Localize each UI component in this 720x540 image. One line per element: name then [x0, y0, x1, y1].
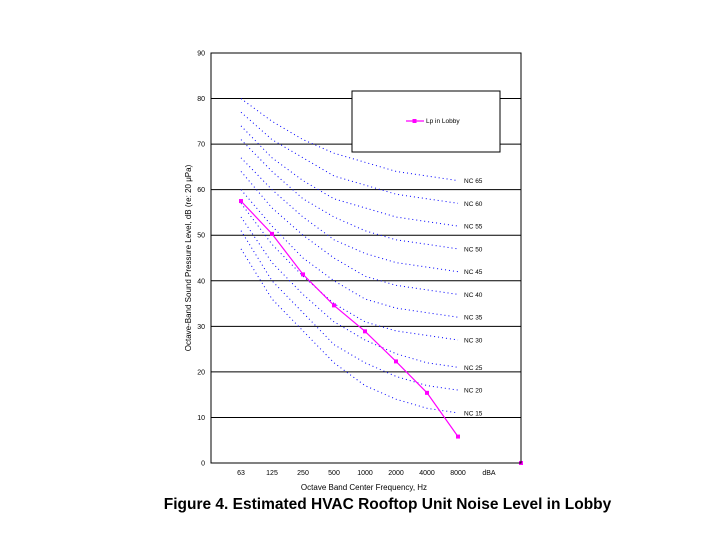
nc-curve: [240, 216, 459, 368]
legend-swatch-marker: [412, 119, 417, 123]
data-point: [425, 390, 429, 395]
nc-curve-label: NC 65: [464, 178, 483, 185]
data-point: [332, 303, 336, 308]
data-point: [239, 199, 243, 204]
nc-curve-label: NC 25: [464, 365, 483, 372]
legend: Lp in Lobby: [351, 90, 501, 153]
data-point: [456, 434, 460, 439]
y-tick-label: 50: [197, 233, 205, 240]
nc-curve: [240, 202, 459, 341]
nc-curve-label: NC 60: [464, 201, 483, 208]
x-tick-label: 2000: [388, 470, 404, 477]
figure-caption: Figure 4. Estimated HVAC Rooftop Unit No…: [163, 496, 612, 513]
nc-curves: NC 65 NC 60 NC 55 NC 50 NC 45 NC 40 NC 35 NC 30…: [240, 98, 483, 417]
y-tick-label: 30: [197, 324, 205, 331]
nc-chart: NC 65 NC 60 NC 55 NC 50 NC 45 NC 40 NC 35 NC 30…: [184, 51, 523, 492]
nc-curve: [240, 111, 459, 204]
data-point: [270, 231, 274, 236]
nc-curve-label: NC 50: [464, 246, 483, 253]
nc-curve-label: NC 55: [464, 224, 483, 231]
data-point: [394, 359, 398, 364]
y-tick-label: 90: [197, 51, 205, 58]
y-tick-label: 70: [197, 142, 205, 149]
data-point: [363, 329, 367, 334]
nc-curve-label: NC 40: [464, 292, 483, 299]
nc-curve-label: NC 15: [464, 410, 483, 417]
nc-curve: [240, 98, 459, 182]
legend-box: [351, 90, 501, 153]
x-tick-label: 125: [266, 470, 278, 477]
nc-curve-label: NC 35: [464, 315, 483, 322]
nc-curve-label: NC 30: [464, 338, 483, 345]
nc-curve: [240, 157, 459, 273]
y-tick-label: 10: [197, 415, 205, 422]
y-tick-label: 20: [197, 369, 205, 376]
x-tick-label: dBA: [482, 470, 496, 477]
nc-curve-label: NC 20: [464, 388, 483, 395]
plot-frame: [210, 52, 522, 464]
x-tick-label: 4000: [419, 470, 435, 477]
axis-ticks: 0 10 20 30 40 50 60 70 80 90 63 125 250 500 1000 2000 40…: [197, 51, 496, 478]
y-tick-label: 60: [197, 187, 205, 194]
x-axis-label: Octave Band Center Frequency, Hz: [301, 483, 427, 492]
data-point: [301, 272, 305, 277]
x-tick-label: 8000: [450, 470, 466, 477]
x-tick-label: 500: [328, 470, 340, 477]
x-tick-label: 250: [297, 470, 309, 477]
nc-curve: [240, 230, 459, 391]
nc-curve-label: NC 45: [464, 269, 483, 276]
x-tick-label: 1000: [357, 470, 373, 477]
y-tick-label: 0: [201, 461, 205, 468]
grid-lines: [211, 98, 521, 418]
y-tick-label: 40: [197, 278, 205, 285]
legend-label: Lp in Lobby: [426, 118, 460, 125]
series-line: [240, 200, 459, 437]
series-lines: [239, 199, 523, 465]
y-axis-label: Octave-Band Sound Pressure Level, dB (re…: [184, 164, 193, 351]
y-tick-label: 80: [197, 96, 205, 103]
x-tick-label: 63: [237, 470, 245, 477]
nc-curve: [240, 189, 459, 318]
nc-curve: [240, 248, 459, 414]
